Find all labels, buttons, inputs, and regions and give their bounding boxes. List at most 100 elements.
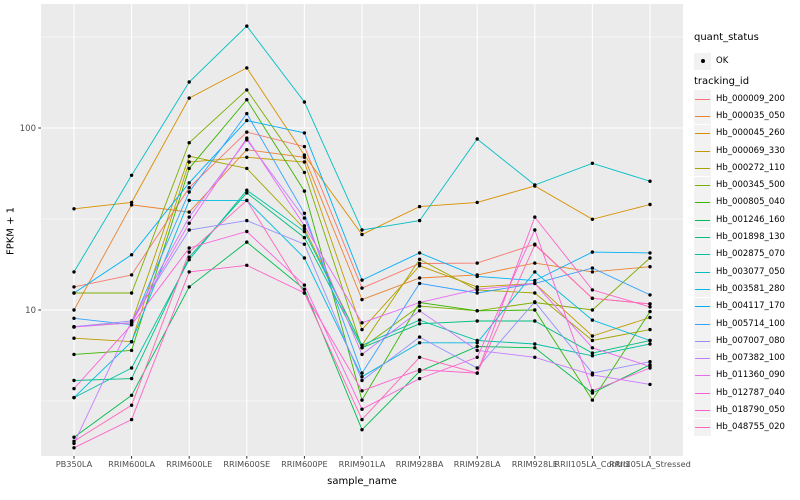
series-color-swatch [694,366,711,384]
data-point [129,417,134,422]
data-point [533,342,537,346]
data-point [187,160,191,164]
data-point [590,266,595,270]
data-point [129,291,134,295]
data-point [302,211,307,215]
data-point [72,325,76,329]
legend-key-label: Hb_007382_100 [716,353,785,364]
data-point [648,360,652,364]
legend-key: Hb_000345_500 [694,176,785,194]
data-point [129,253,134,257]
data-point [417,368,422,372]
data-point [417,341,422,345]
data-point [245,229,249,234]
data-point [648,265,652,269]
data-point [590,398,595,402]
legend-key: Hb_011360_090 [694,366,785,384]
series-color-swatch [694,159,711,177]
x-tick-label: RRIM600LE [166,459,212,469]
data-point [475,366,479,370]
data-point [590,270,595,274]
series-line-icon [695,306,710,308]
data-point [187,141,191,145]
data-point [187,246,191,250]
data-point [129,273,134,277]
data-point [417,204,422,209]
data-point [533,281,537,286]
y-tick-label: 10 [25,306,36,316]
data-point [360,378,364,383]
data-point [648,293,652,297]
legend-key-ok: OK [694,52,728,70]
legend-key-label: Hb_001898_130 [716,232,785,243]
data-point [648,305,652,309]
data-point [533,291,537,295]
series-line-icon [695,254,710,256]
data-point [187,80,191,84]
data-point [648,202,652,207]
data-point [360,407,364,411]
data-point [360,228,364,232]
series-color-swatch [694,280,711,298]
series-line-icon [695,115,710,117]
data-point [72,386,76,391]
data-point [590,250,595,254]
series-line-icon [695,202,710,204]
data-point [533,183,537,187]
legend-key: Hb_004117_170 [694,297,785,315]
data-point [245,188,249,192]
series-color-swatch [694,384,711,402]
data-point [533,243,537,247]
legend-keys: Hb_000009_200 Hb_000035_050 Hb_000045_260 H… [694,90,785,436]
series-line-icon [695,271,710,273]
data-point [475,309,479,313]
data-point [245,66,249,70]
legend-key-label: Hb_003581_280 [716,283,785,294]
data-point [129,376,134,381]
data-point [417,322,422,326]
series-color-swatch [694,401,711,419]
data-point [475,348,479,353]
data-point [245,98,249,102]
data-point [72,378,76,383]
data-point [648,366,652,370]
legend-key-label: Hb_000272_110 [716,162,785,173]
legend-key: Hb_018790_050 [694,401,785,419]
series-color-swatch [694,107,711,125]
data-point [302,287,307,291]
data-point [129,403,134,407]
data-point [187,186,191,190]
legend-key: Hb_002875_070 [694,245,785,263]
data-point [129,200,134,205]
data-point [417,264,422,268]
data-point [245,263,249,267]
series-color-swatch [694,418,711,436]
data-point [245,136,249,140]
legend-key: Hb_000009_200 [694,90,785,108]
legend-key: Hb_003581_280 [694,280,785,298]
data-point [72,439,76,443]
legend-key: Hb_007007_080 [694,332,785,350]
series-line-icon [695,237,710,239]
data-point [590,346,595,350]
data-point [360,346,364,350]
data-point [72,352,76,357]
legend-key: Hb_000272_110 [694,159,785,177]
data-point [187,215,191,219]
data-point [245,198,249,203]
data-point [360,352,364,357]
data-point [302,160,307,164]
data-point [533,308,537,312]
legend-key-label: Hb_007007_080 [716,335,785,346]
data-point [417,257,422,261]
data-point [533,215,537,219]
legend-key-label: Hb_000009_200 [716,93,785,104]
legend-key: Hb_000805_040 [694,193,785,211]
data-point [533,300,537,304]
data-point [245,118,249,123]
data-point [648,338,652,343]
legend-key: Hb_012787_040 [694,384,785,402]
legend-key: Hb_001246_160 [694,211,785,229]
data-point [648,302,652,306]
